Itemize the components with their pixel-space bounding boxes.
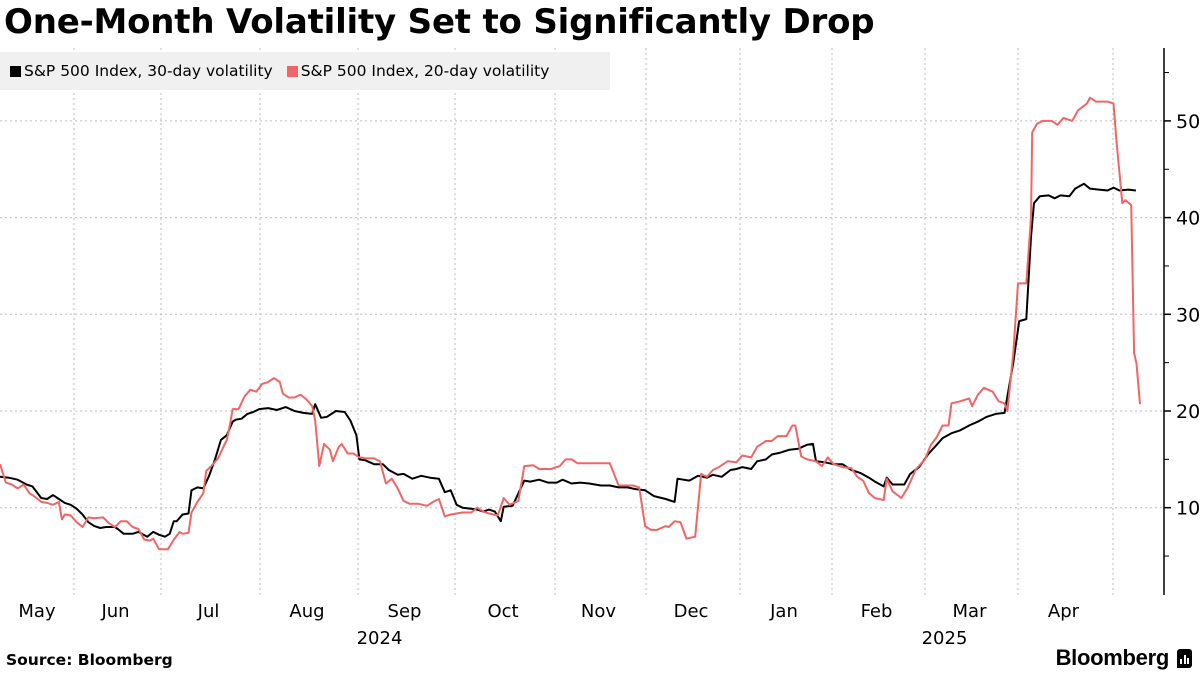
x-tick-label: Jul xyxy=(197,601,220,622)
legend-swatch-30day xyxy=(10,65,21,77)
bloomberg-chart-icon xyxy=(1177,648,1192,668)
x-tick-label: Dec xyxy=(674,601,709,622)
bloomberg-logo: Bloomberg xyxy=(1056,645,1192,671)
gridlines xyxy=(0,48,1164,595)
x-tick-label: May xyxy=(18,601,56,622)
y-axis: 10 20 30 40 50 xyxy=(1163,48,1200,595)
series-group xyxy=(0,96,1141,551)
x-tick-label: Jun xyxy=(100,601,129,622)
x-tick-label: Apr xyxy=(1048,601,1080,622)
x-axis: May Jun Jul Aug Sep Oct Nov Dec Jan Feb Mar Apr 2024… xyxy=(18,601,1079,649)
x-year-label: 2024 xyxy=(357,628,403,649)
y-tick-label: 40 xyxy=(1176,208,1200,230)
chart-title: One-Month Volatility Set to Significantl… xyxy=(4,2,875,42)
y-tick-label: 10 xyxy=(1176,498,1200,520)
legend-label-30day: S&P 500 Index, 30-day volatility xyxy=(24,62,273,80)
x-tick-label: Oct xyxy=(487,601,518,622)
x-tick-label: Feb xyxy=(861,601,893,622)
x-tick-label: Aug xyxy=(289,601,324,622)
x-tick-label: Nov xyxy=(581,601,616,622)
y-tick-label: 30 xyxy=(1176,304,1200,326)
y-tick-label: 50 xyxy=(1176,111,1200,133)
y-tick-label: 20 xyxy=(1176,401,1200,423)
x-tick-label: Jan xyxy=(769,601,798,622)
source-note: Source: Bloomberg xyxy=(6,651,173,669)
legend: S&P 500 Index, 30-day volatility S&P 500… xyxy=(0,52,610,90)
legend-label-20day: S&P 500 Index, 20-day volatility xyxy=(300,62,550,80)
legend-item-20day: S&P 500 Index, 20-day volatility xyxy=(286,62,550,80)
series-line-30day xyxy=(0,182,1137,538)
legend-item-30day: S&P 500 Index, 30-day volatility xyxy=(10,62,273,80)
series-line-20day xyxy=(0,96,1141,551)
legend-swatch-20day xyxy=(286,65,298,77)
x-tick-label: Sep xyxy=(388,601,422,622)
brand-text: Bloomberg xyxy=(1055,645,1170,670)
x-year-label: 2025 xyxy=(922,628,968,649)
x-tick-label: Mar xyxy=(953,601,988,622)
